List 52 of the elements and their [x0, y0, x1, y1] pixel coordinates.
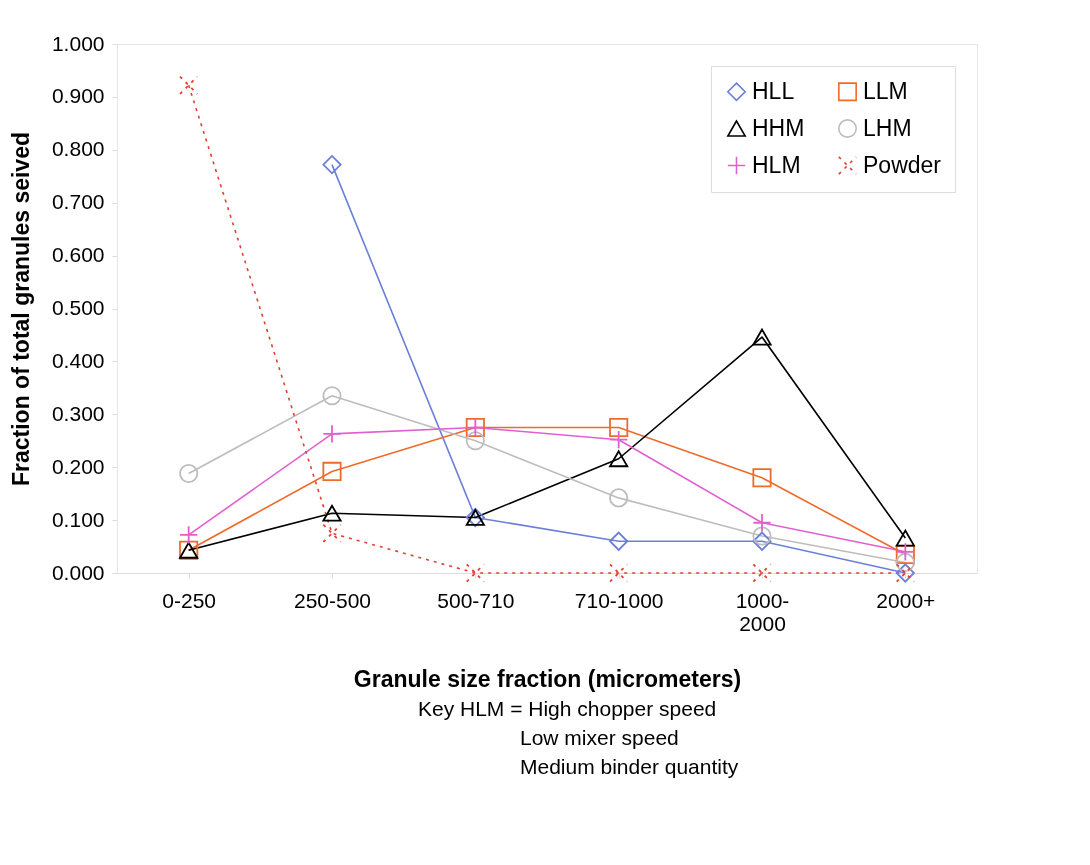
text: Low mixer speed [520, 725, 680, 751]
x-tick-label: 710-1000 [574, 588, 664, 612]
point [752, 563, 772, 583]
point [322, 461, 342, 481]
point [322, 504, 342, 522]
y-tick-label: 0.900 [51, 84, 105, 108]
y-tick-label: 1.000 [51, 31, 105, 55]
legend-label: HLL [752, 77, 795, 104]
point [179, 464, 199, 484]
point [752, 513, 772, 533]
x-tick-label: 0-250 [162, 588, 217, 612]
y-tick-label: 0.300 [51, 401, 105, 425]
y-tick-label: 0.600 [51, 243, 105, 267]
point [609, 450, 629, 468]
point [322, 386, 342, 406]
point [465, 431, 485, 451]
point [609, 417, 629, 438]
x-tick-label: 500-710 [437, 588, 515, 612]
y-tick-label: 0.700 [51, 190, 105, 214]
y-tick-label: 0.200 [51, 454, 105, 478]
point [609, 430, 629, 450]
legend-label: HLM [752, 151, 801, 178]
x-tick-label: 2000+ [876, 588, 936, 612]
y-tick-label: 0.400 [51, 348, 105, 372]
x-tick-label: 250-500 [293, 588, 372, 612]
legend-label: LHM [863, 114, 912, 141]
legend-label: Powder [863, 151, 942, 178]
legend-label: LLM [863, 77, 908, 104]
x-tick-label: 1000-2000 [735, 588, 790, 635]
point [895, 552, 915, 572]
y-axis-title: Fraction of total granules seived [7, 131, 34, 487]
point [465, 563, 485, 583]
point [609, 488, 629, 508]
text: Medium binder quantity [520, 754, 739, 780]
point [752, 526, 772, 546]
y-tick-label: 0.000 [51, 560, 105, 584]
point [752, 468, 772, 488]
point [179, 75, 199, 95]
y-tick-label: 0.800 [51, 137, 105, 161]
legend-label: HHM [752, 114, 805, 141]
point [609, 531, 629, 551]
y-tick-label: 0.100 [51, 507, 105, 531]
x-axis-title: Granule size fraction (micrometers) [353, 665, 742, 692]
point [895, 529, 915, 547]
point [179, 525, 199, 545]
text: Key HLM = High chopper speed [418, 696, 718, 722]
y-tick-label: 0.500 [51, 296, 105, 319]
point [752, 328, 772, 346]
point [752, 531, 772, 551]
point [322, 523, 342, 543]
point [322, 155, 342, 175]
point [322, 424, 342, 444]
